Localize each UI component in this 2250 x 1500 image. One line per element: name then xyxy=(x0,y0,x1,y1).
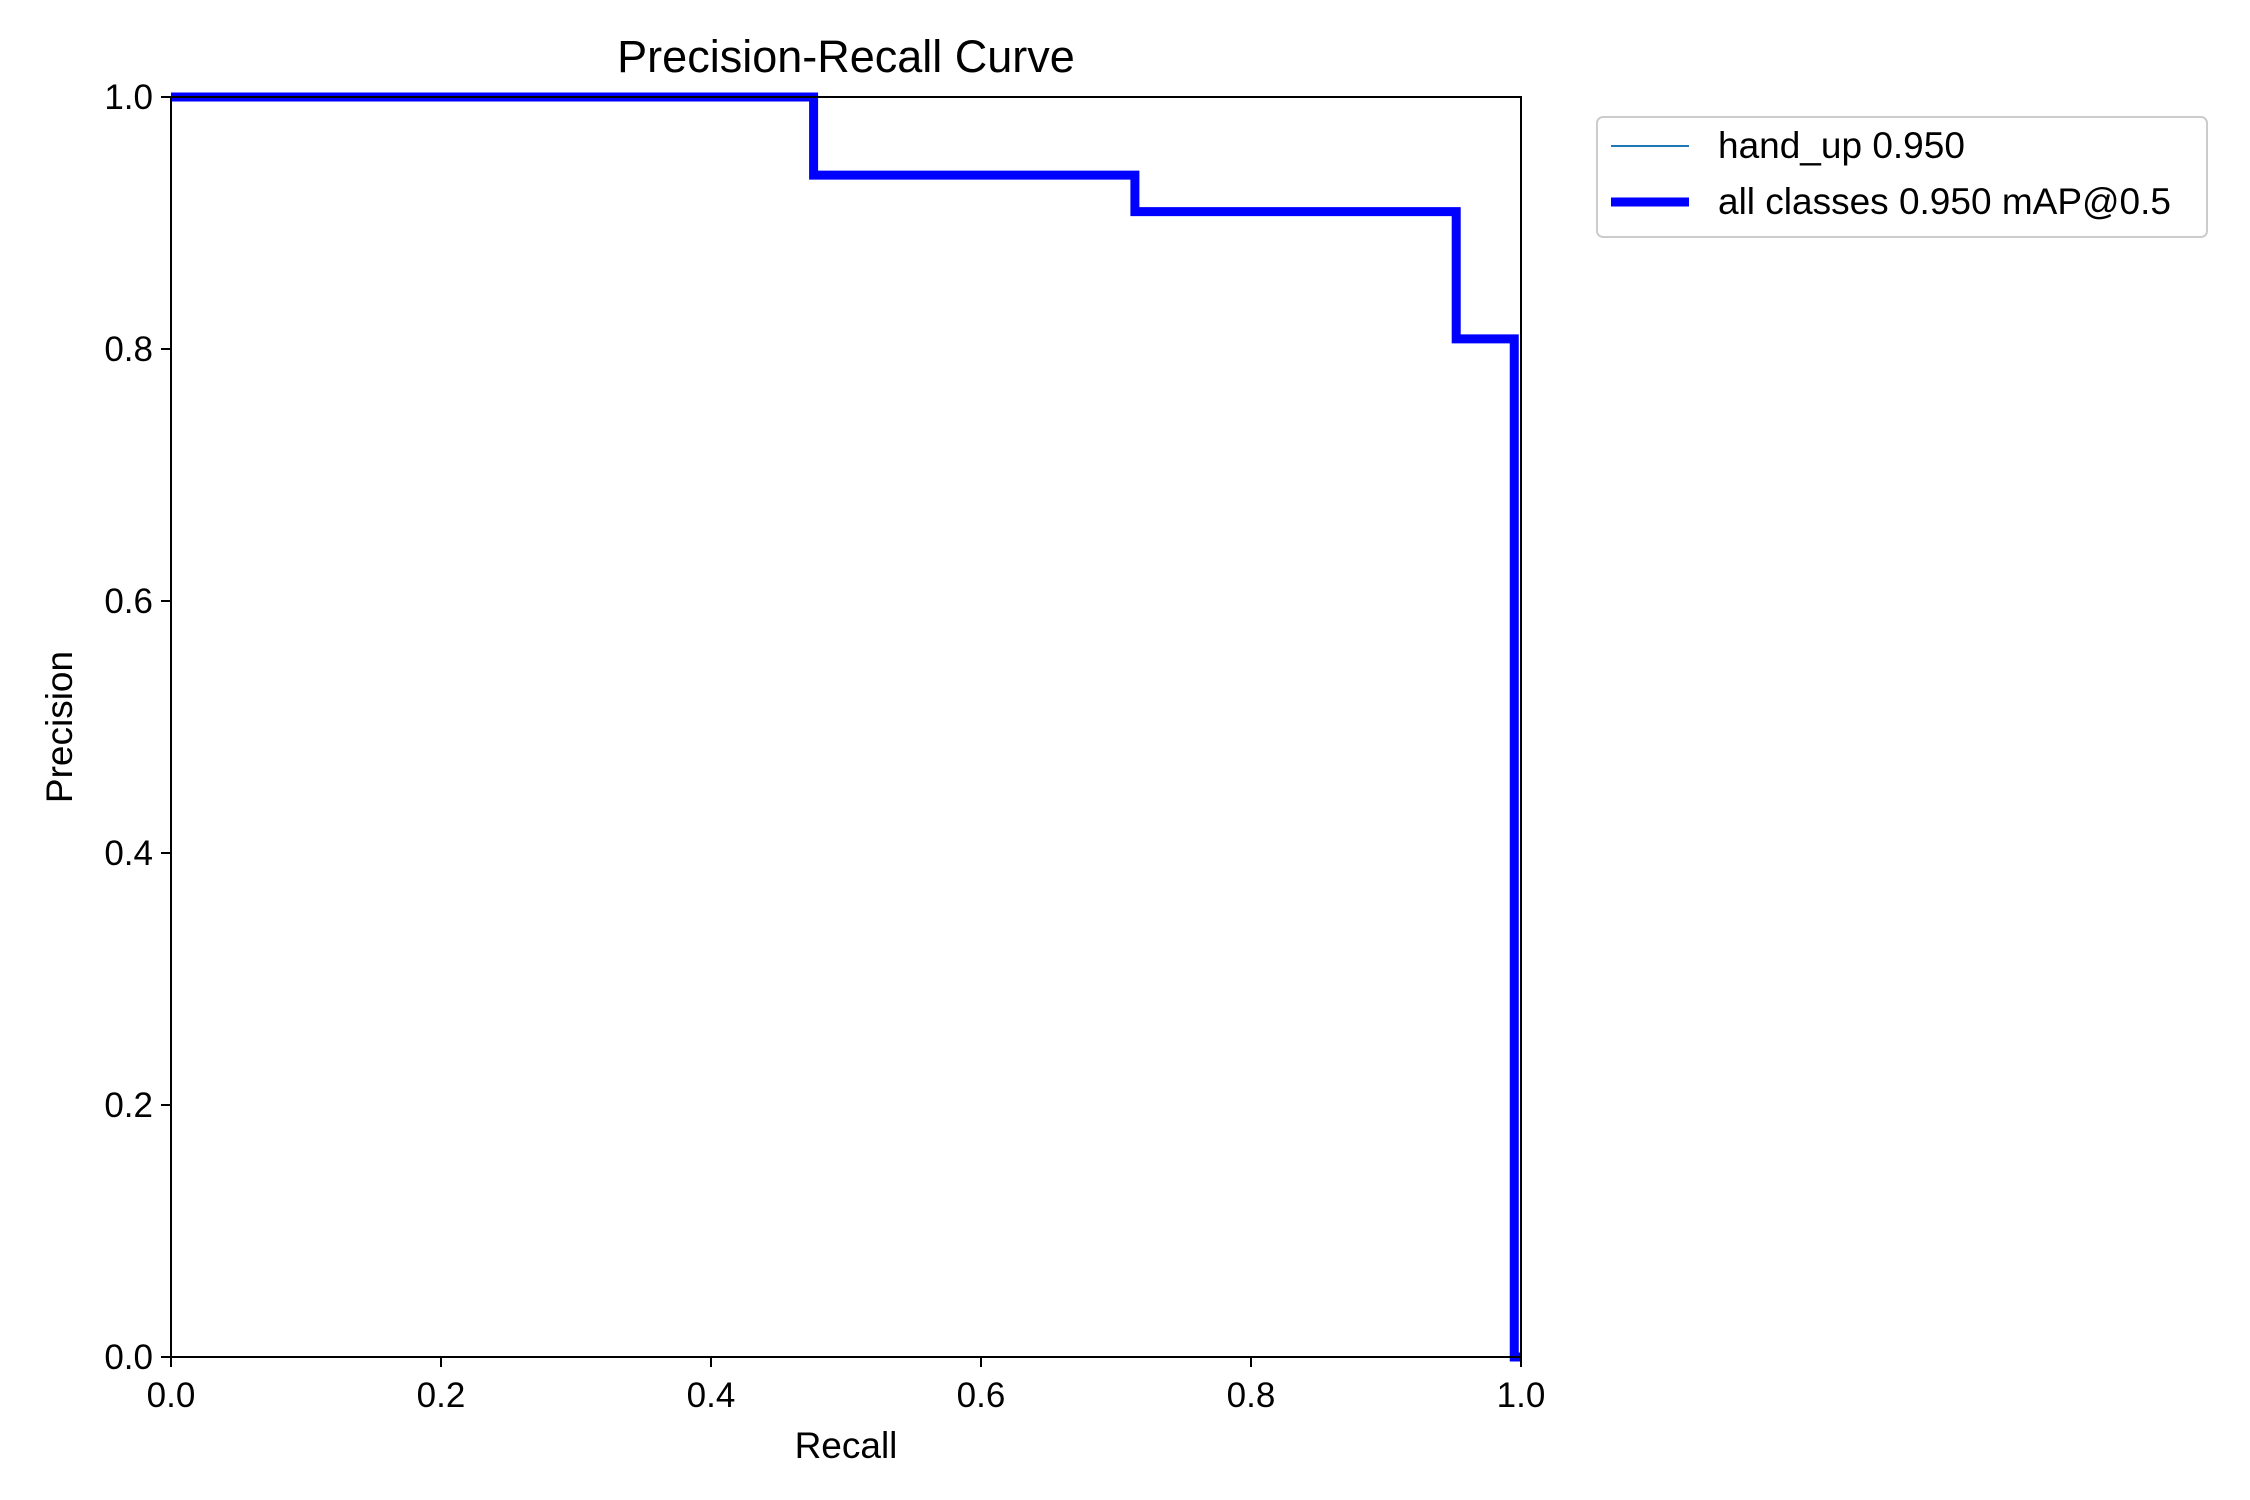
x-tick-label: 1.0 xyxy=(1497,1376,1546,1415)
y-tick-label: 0.2 xyxy=(104,1086,153,1125)
legend-label-hand-up: hand_up 0.950 xyxy=(1718,125,1965,166)
legend-label-all-classes: all classes 0.950 mAP@0.5 xyxy=(1718,181,2171,222)
x-axis-label: Recall xyxy=(795,1425,898,1466)
x-tick-label: 0.8 xyxy=(1227,1376,1276,1415)
legend: hand_up 0.950 all classes 0.950 mAP@0.5 xyxy=(1596,116,2208,238)
plot-area xyxy=(170,92,1522,1362)
chart-title: Precision-Recall Curve xyxy=(617,31,1075,82)
series-line-all-classes xyxy=(171,92,1521,1362)
y-tick-label: 0.8 xyxy=(104,330,153,369)
y-axis-label: Precision xyxy=(39,651,80,803)
series-layer xyxy=(171,92,1521,1362)
plot-frame xyxy=(170,96,1522,1358)
x-tick-label: 0.2 xyxy=(417,1376,466,1415)
x-tick-label: 0.0 xyxy=(147,1376,196,1415)
y-tick-label: 0.0 xyxy=(104,1338,153,1377)
x-tick-label: 0.6 xyxy=(957,1376,1006,1415)
x-axis: 0.0 0.2 0.4 0.6 0.8 1.0 xyxy=(147,1357,1546,1415)
y-axis: 0.0 0.2 0.4 0.6 0.8 1.0 xyxy=(104,78,171,1377)
y-tick-label: 1.0 xyxy=(104,78,153,117)
y-tick-label: 0.6 xyxy=(104,582,153,621)
plot-background xyxy=(171,97,1521,1357)
x-tick-label: 0.4 xyxy=(687,1376,736,1415)
y-tick-label: 0.4 xyxy=(104,834,153,873)
legend-frame xyxy=(1596,116,2208,238)
